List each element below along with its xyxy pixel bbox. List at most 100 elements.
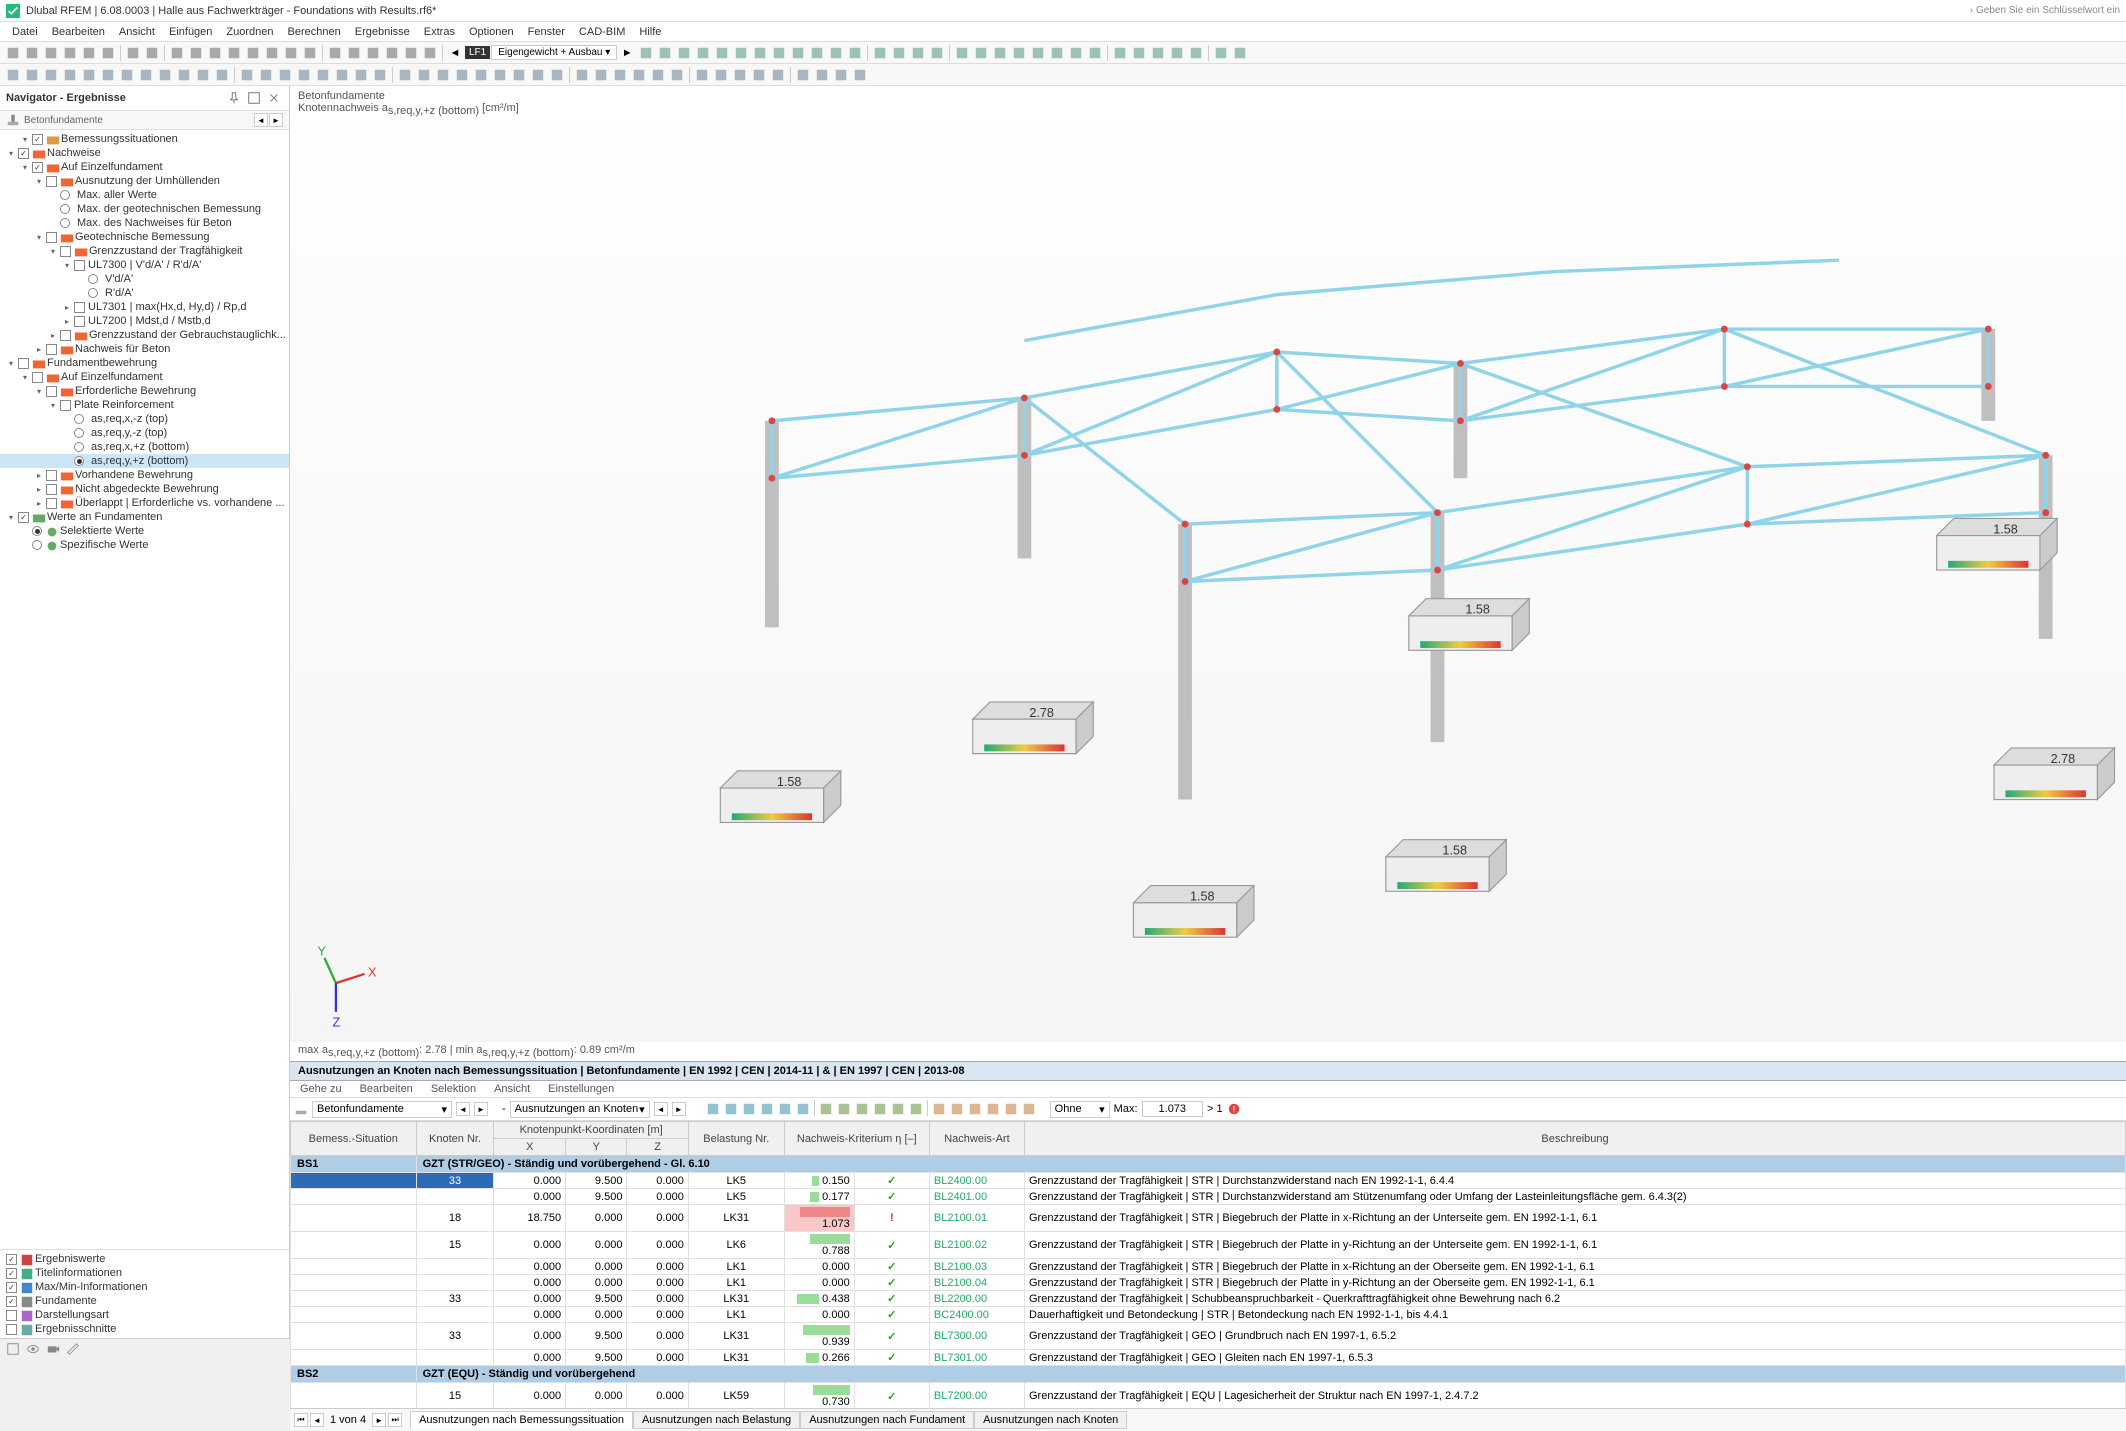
tb2-j3[interactable]	[611, 66, 629, 84]
tb2-k4[interactable]	[750, 66, 768, 84]
menu-fenster[interactable]: Fenster	[522, 24, 571, 40]
tree-toggle[interactable]: ▸	[34, 470, 44, 480]
tb-b6[interactable]	[732, 44, 750, 62]
tb-e2[interactable]	[1130, 44, 1148, 62]
tree-toggle[interactable]: ▾	[34, 386, 44, 396]
tb-a6[interactable]	[421, 44, 439, 62]
footer-check[interactable]	[6, 1324, 17, 1335]
table-row[interactable]: 33 0.0009.5000.000 LK5 0.150 ✓ BL2400.00…	[291, 1173, 2126, 1189]
menu-ergebnisse[interactable]: Ergebnisse	[349, 24, 416, 40]
tb2-j5[interactable]	[649, 66, 667, 84]
table-row[interactable]: 33 0.0009.5000.000 LK31 0.939 ✓ BL7300.0…	[291, 1323, 2126, 1350]
tb-e1[interactable]	[1111, 44, 1129, 62]
tb-b12[interactable]	[846, 44, 864, 62]
tree-item[interactable]: as,req,y,-z (top)	[0, 426, 289, 440]
tb-redo[interactable]	[143, 44, 161, 62]
tree-item[interactable]: Max. der geotechnischen Bemessung	[0, 202, 289, 216]
restb-16[interactable]	[1002, 1100, 1020, 1118]
pager-next[interactable]: ►	[372, 1413, 386, 1427]
tree-toggle[interactable]: ▸	[48, 330, 58, 340]
footer-check[interactable]: ✓	[6, 1296, 17, 1307]
tree-toggle[interactable]: ▾	[34, 232, 44, 242]
menu-optionen[interactable]: Optionen	[463, 24, 520, 40]
tb2-g5[interactable]	[80, 66, 98, 84]
tb-b11[interactable]	[827, 44, 845, 62]
tree-radio[interactable]	[74, 442, 84, 452]
restb-11[interactable]	[907, 1100, 925, 1118]
tree-item[interactable]: ▾✓Auf Einzelfundament	[0, 160, 289, 174]
tb2-g12[interactable]	[213, 66, 231, 84]
tree-checkbox[interactable]	[74, 302, 85, 313]
tb2-i7[interactable]	[510, 66, 528, 84]
tree-toggle[interactable]: ▸	[34, 344, 44, 354]
footer-check[interactable]: ✓	[6, 1268, 17, 1279]
ruler-icon[interactable]	[66, 1342, 80, 1356]
search-hint[interactable]: › Geben Sie ein Schlüsselwort ein	[1970, 5, 2120, 16]
tb-printpre[interactable]	[99, 44, 117, 62]
tree-toggle[interactable]: ▾	[34, 176, 44, 186]
table-row[interactable]: 33 0.0009.5000.000 LK31 0.438 ✓ BL2200.0…	[291, 1291, 2126, 1307]
tree-radio[interactable]	[60, 190, 70, 200]
tb2-h4[interactable]	[295, 66, 313, 84]
tb-grid5[interactable]	[244, 44, 262, 62]
results-tab[interactable]: Ausnutzungen nach Belastung	[633, 1411, 800, 1429]
tree-item[interactable]: ▾✓Bemessungssituationen	[0, 132, 289, 146]
tree-radio[interactable]	[60, 218, 70, 228]
tree-radio[interactable]	[32, 540, 42, 550]
tb2-h8[interactable]	[371, 66, 389, 84]
tree-toggle[interactable]: ▾	[48, 400, 58, 410]
tb2-j2[interactable]	[592, 66, 610, 84]
tree-radio[interactable]	[32, 526, 42, 536]
nav-footer-item[interactable]: ✓Fundamente	[0, 1294, 289, 1308]
tb2-i3[interactable]	[434, 66, 452, 84]
tree-checkbox[interactable]	[46, 484, 57, 495]
tb-grid8[interactable]	[301, 44, 319, 62]
results-menu-selektion[interactable]: Selektion	[425, 1083, 482, 1095]
tb2-k2[interactable]	[712, 66, 730, 84]
tb-a4[interactable]	[383, 44, 401, 62]
restb-8[interactable]	[853, 1100, 871, 1118]
tb-b4[interactable]	[694, 44, 712, 62]
tb-save[interactable]	[42, 44, 60, 62]
restb-4[interactable]	[776, 1100, 794, 1118]
tb2-g6[interactable]	[99, 66, 117, 84]
tree-toggle[interactable]: ▾	[6, 148, 16, 158]
tb2-j1[interactable]	[573, 66, 591, 84]
tb-b5[interactable]	[713, 44, 731, 62]
tree-item[interactable]: ▸Grenzzustand der Gebrauchstauglichk...	[0, 328, 289, 342]
tb2-l3[interactable]	[832, 66, 850, 84]
restb-17[interactable]	[1020, 1100, 1038, 1118]
tb2-h1[interactable]	[238, 66, 256, 84]
tb2-i5[interactable]	[472, 66, 490, 84]
tb-grid3[interactable]	[206, 44, 224, 62]
tb-a5[interactable]	[402, 44, 420, 62]
tb2-l1[interactable]	[794, 66, 812, 84]
tree-item[interactable]: as,req,x,+z (bottom)	[0, 440, 289, 454]
tb-lf-next[interactable]: ►	[618, 44, 636, 62]
tb-b8[interactable]	[770, 44, 788, 62]
tb-grid6[interactable]	[263, 44, 281, 62]
restb-13[interactable]	[948, 1100, 966, 1118]
restb-3[interactable]	[758, 1100, 776, 1118]
results-combo-1[interactable]: Betonfundamente▾	[312, 1101, 452, 1118]
tb2-g8[interactable]	[137, 66, 155, 84]
tb2-g2[interactable]	[23, 66, 41, 84]
tb2-j4[interactable]	[630, 66, 648, 84]
tree-checkbox[interactable]	[60, 246, 71, 257]
tb-d3[interactable]	[991, 44, 1009, 62]
results-menu-bearbeiten[interactable]: Bearbeiten	[354, 1083, 419, 1095]
status-icon-1[interactable]	[6, 1342, 20, 1356]
restb-12[interactable]	[930, 1100, 948, 1118]
tree-item[interactable]: ▾Fundamentbewehrung	[0, 356, 289, 370]
pin-icon[interactable]	[225, 89, 243, 107]
tree-item[interactable]: ▾✓Nachweise	[0, 146, 289, 160]
tb2-k5[interactable]	[769, 66, 787, 84]
tree-item[interactable]: Spezifische Werte	[0, 538, 289, 552]
tb-lf-prev[interactable]: ◄	[446, 44, 464, 62]
tree-toggle[interactable]: ▾	[20, 372, 30, 382]
results-menu-gehe zu[interactable]: Gehe zu	[294, 1083, 348, 1095]
tb-grid2[interactable]	[187, 44, 205, 62]
nav-footer-item[interactable]: ✓Max/Min-Informationen	[0, 1280, 289, 1294]
tree-item[interactable]: ▸Nicht abgedeckte Bewehrung	[0, 482, 289, 496]
tree-radio[interactable]	[74, 456, 84, 466]
